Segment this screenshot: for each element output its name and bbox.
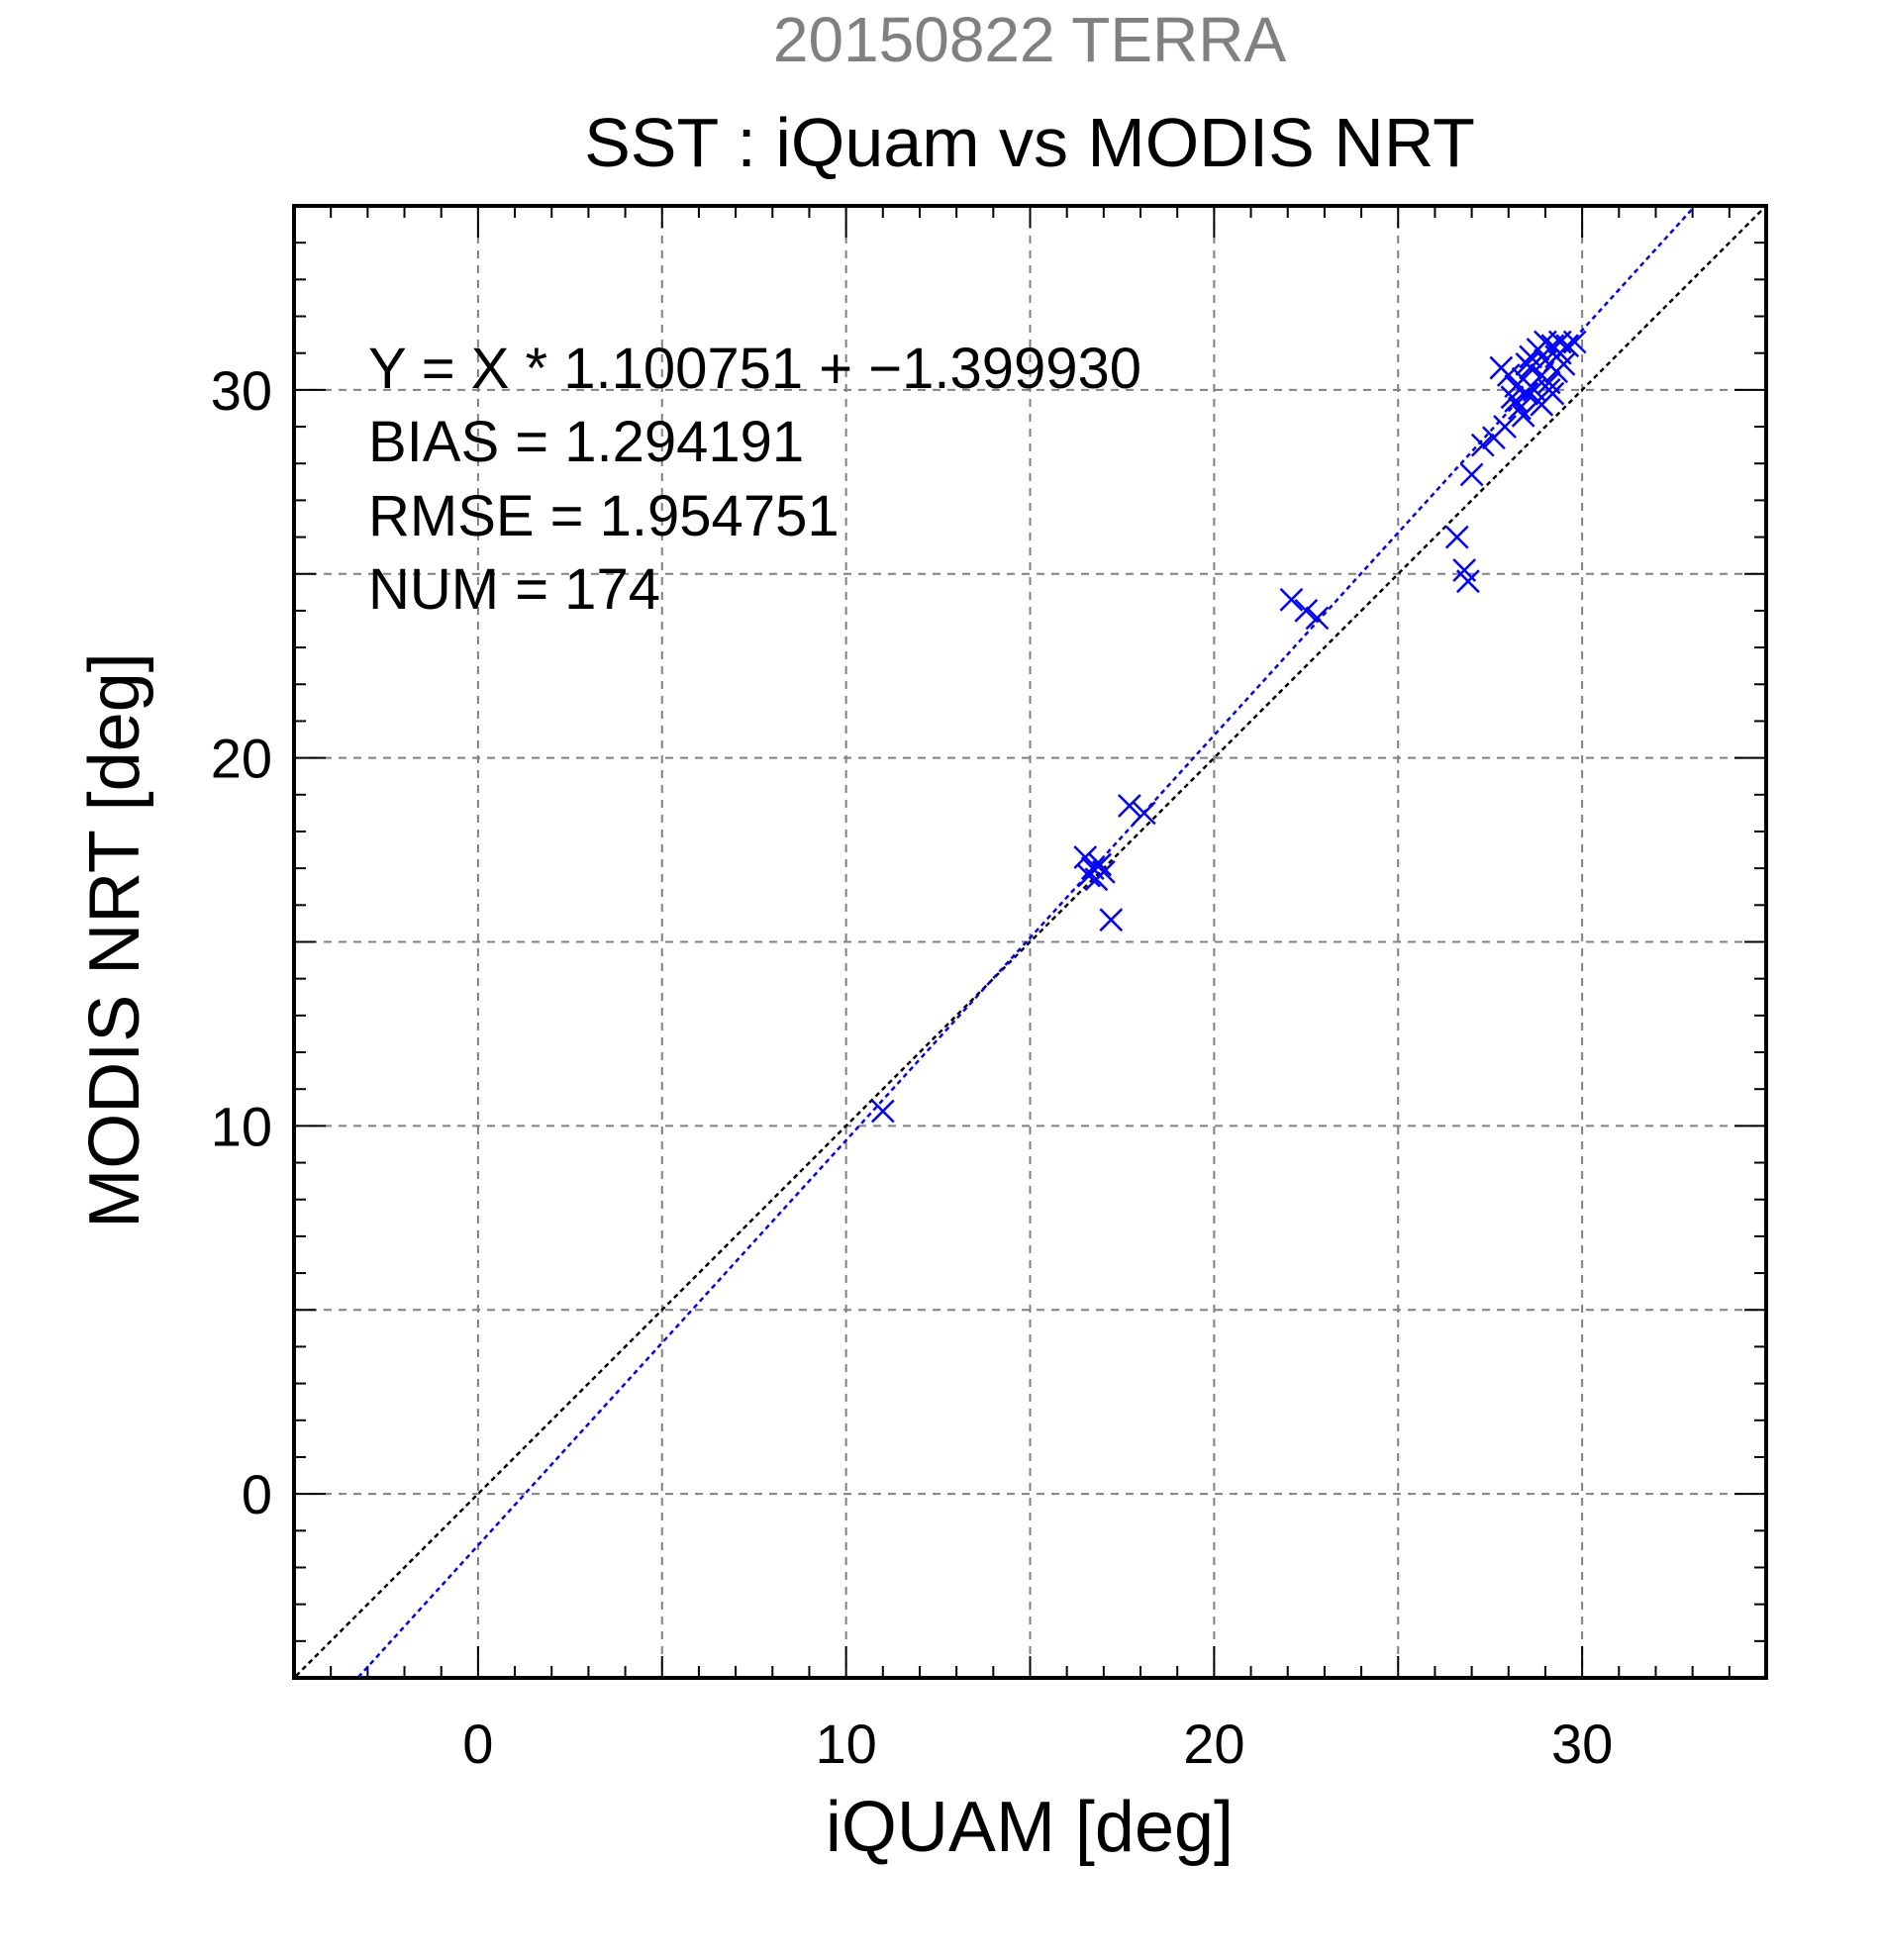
stat-rmse: RMSE = 1.954751	[368, 484, 840, 548]
data-point	[1455, 569, 1480, 594]
x-tick-label: 0	[462, 1713, 493, 1775]
data-point	[1536, 377, 1561, 402]
data-point	[1117, 794, 1141, 818]
data-point-stroke	[1279, 587, 1304, 612]
data-point-stroke	[1459, 462, 1484, 487]
data-point	[1470, 433, 1495, 457]
data-point	[1279, 587, 1304, 612]
data-point-stroke	[870, 1099, 895, 1124]
data-point	[870, 1099, 895, 1124]
data-point	[1544, 344, 1568, 369]
x-tick-label: 10	[815, 1713, 876, 1775]
data-point-stroke	[1091, 859, 1116, 884]
data-point	[1305, 606, 1330, 631]
x-tick-label: 30	[1551, 1713, 1613, 1775]
data-point	[1504, 389, 1529, 413]
chart-suptitle: 20150822 TERRA	[773, 4, 1287, 75]
data-point-stroke	[1511, 366, 1535, 391]
y-axis-label: MODIS NRT [deg]	[75, 652, 154, 1228]
data-point	[1530, 392, 1554, 417]
data-point-stroke	[1515, 381, 1539, 406]
grid-lines	[294, 206, 1766, 1678]
data-point-stroke	[1496, 363, 1521, 387]
data-point-stroke	[1305, 606, 1330, 631]
data-point-stroke	[1099, 908, 1124, 932]
x-tick-label: 20	[1183, 1713, 1244, 1775]
data-point-stroke	[1536, 377, 1561, 402]
data-point-stroke	[1504, 389, 1529, 413]
data-point-stroke	[1117, 794, 1141, 818]
x-axis-label: iQUAM [deg]	[826, 1788, 1234, 1867]
data-point	[1508, 396, 1532, 421]
data-point-stroke	[1455, 569, 1480, 594]
data-point-stroke	[1470, 433, 1495, 457]
data-point	[1294, 599, 1319, 623]
data-point-stroke	[1536, 370, 1561, 395]
data-point	[1099, 908, 1124, 932]
y-tick-label: 10	[211, 1095, 272, 1157]
tick-labels: 0 10 20 30 0 10 20 30	[211, 359, 1614, 1775]
data-point	[1511, 404, 1535, 428]
chart-title: SST : iQuam vs MODIS NRT	[584, 104, 1475, 181]
data-point	[1088, 852, 1113, 877]
data-point	[1496, 363, 1521, 387]
stat-num: NUM = 174	[368, 557, 660, 622]
data-point	[1444, 525, 1469, 549]
data-point-stroke	[1562, 330, 1587, 354]
data-point-stroke	[1088, 852, 1113, 877]
stat-fit-equation: Y = X * 1.100751 + −1.399930	[368, 337, 1141, 401]
data-point-stroke	[1515, 351, 1539, 376]
data-point	[1459, 462, 1484, 487]
y-tick-label: 30	[211, 359, 272, 422]
data-point	[1562, 330, 1587, 354]
data-point-stroke	[1508, 396, 1532, 421]
data-point	[1091, 859, 1116, 884]
data-point-stroke	[1493, 415, 1517, 439]
data-point-stroke	[1294, 599, 1319, 623]
data-point	[1493, 415, 1517, 439]
data-point-stroke	[1511, 404, 1535, 428]
data-point-stroke	[1444, 525, 1469, 549]
data-point	[1515, 351, 1539, 376]
identity-line	[294, 206, 1766, 1678]
y-tick-label: 0	[242, 1463, 272, 1525]
data-point	[1073, 845, 1098, 869]
data-point-stroke	[1530, 392, 1554, 417]
data-point-stroke	[1073, 845, 1098, 869]
data-point-stroke	[1132, 801, 1156, 826]
stat-bias: BIAS = 1.294191	[368, 410, 804, 474]
data-points	[870, 330, 1587, 1124]
data-point	[1515, 381, 1539, 406]
data-point-stroke	[1452, 558, 1477, 582]
plot-frame	[292, 204, 1768, 1680]
data-point-stroke	[1080, 856, 1105, 881]
y-tick-label: 20	[211, 728, 272, 790]
data-point-stroke	[1544, 344, 1568, 369]
data-point	[1132, 801, 1156, 826]
